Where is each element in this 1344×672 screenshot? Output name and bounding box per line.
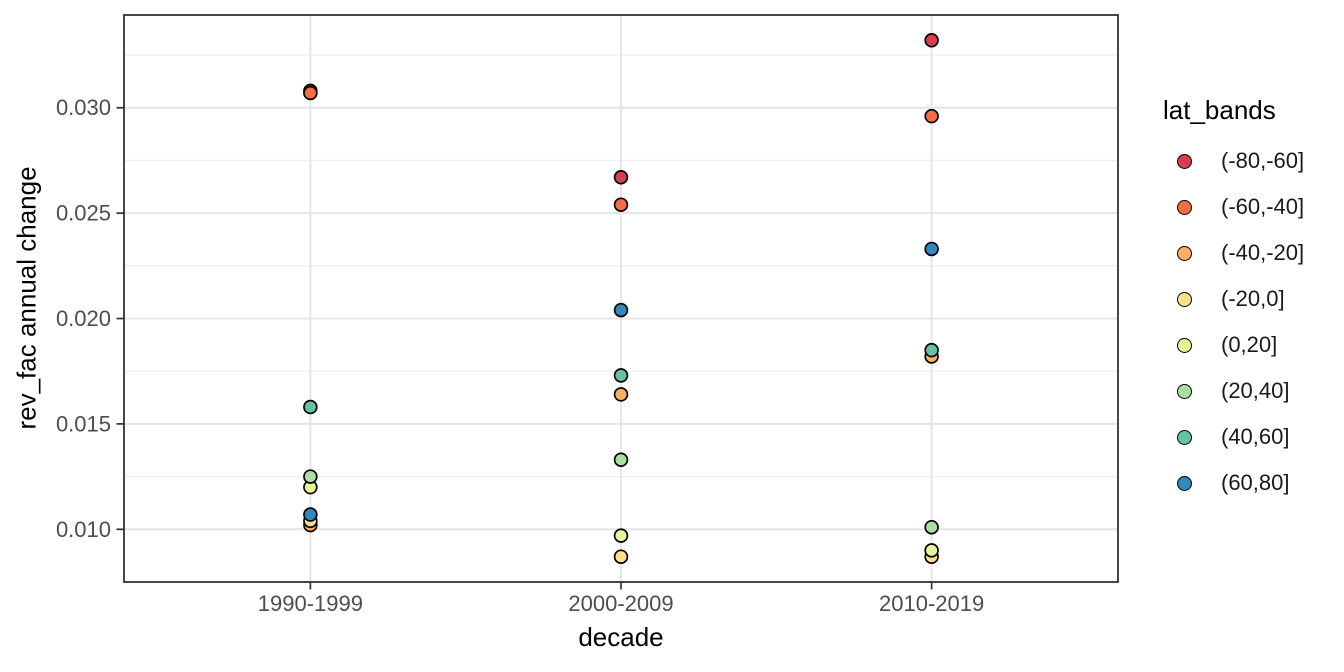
y-axis-title: rev_fac annual change <box>11 166 42 430</box>
x-axis-title: decade <box>578 622 664 652</box>
data-point <box>613 452 629 467</box>
x-tick-label: 2010-2019 <box>879 591 984 616</box>
legend-item: (20,40] <box>1163 368 1304 414</box>
data-point <box>613 387 629 402</box>
data-point <box>613 170 629 185</box>
legend-item-label: (60,80] <box>1221 470 1290 495</box>
legend-item-label: (-80,-60] <box>1221 148 1305 173</box>
legend-item-label: (20,40] <box>1221 378 1290 403</box>
data-point <box>613 549 629 564</box>
legend-item-label: (-20,0] <box>1221 286 1285 311</box>
legend-item: (-80,-60] <box>1163 138 1304 184</box>
legend-item-label: (0,20] <box>1221 332 1278 357</box>
legend-item: (40,60] <box>1163 414 1304 460</box>
legend-item: (-20,0] <box>1163 276 1304 322</box>
legend-key-swatch <box>1177 475 1192 491</box>
y-tick-label: 0.025 <box>56 201 111 226</box>
legend-key-swatch <box>1177 245 1192 261</box>
legend-item: (0,20] <box>1163 322 1304 368</box>
legend-item: (60,80] <box>1163 460 1304 506</box>
y-tick-label: 0.020 <box>56 306 111 331</box>
data-point <box>924 241 939 257</box>
legend-key-swatch <box>1177 429 1192 445</box>
legend-key-swatch <box>1177 383 1192 399</box>
y-tick-label: 0.010 <box>56 517 111 542</box>
data-point <box>924 33 939 48</box>
data-point <box>613 302 629 318</box>
legend-item-label: (40,60] <box>1221 424 1290 449</box>
data-point <box>303 85 318 101</box>
legend: lat_bands (-80,-60] (-60,-40] (-40,-20] (-2… <box>1163 94 1304 506</box>
data-point <box>303 507 318 522</box>
data-point <box>303 469 318 484</box>
data-point <box>924 519 939 535</box>
y-tick-label: 0.030 <box>56 95 111 120</box>
legend-item-label: (-60,-40] <box>1221 194 1305 219</box>
legend-title: lat_bands <box>1163 95 1276 125</box>
legend-key-swatch <box>1177 153 1192 169</box>
legend-items: (-80,-60] (-60,-40] (-40,-20] (-20,0] (0,20]… <box>1163 138 1304 506</box>
legend-key-swatch <box>1177 337 1192 353</box>
data-point <box>613 197 629 212</box>
legend-key-swatch <box>1177 199 1192 215</box>
legend-item-label: (-40,-20] <box>1221 240 1305 265</box>
y-tick-label: 0.015 <box>56 411 111 436</box>
x-tick-label: 1990-1999 <box>258 591 363 616</box>
data-point <box>924 543 939 558</box>
data-point <box>924 342 939 358</box>
data-point <box>613 528 629 543</box>
legend-key-swatch <box>1177 291 1192 307</box>
data-point <box>303 399 318 415</box>
data-point <box>924 108 939 124</box>
legend-item: (-40,-20] <box>1163 230 1304 276</box>
legend-item: (-60,-40] <box>1163 184 1304 230</box>
data-point <box>613 368 629 383</box>
x-tick-label: 2000-2009 <box>568 591 673 616</box>
